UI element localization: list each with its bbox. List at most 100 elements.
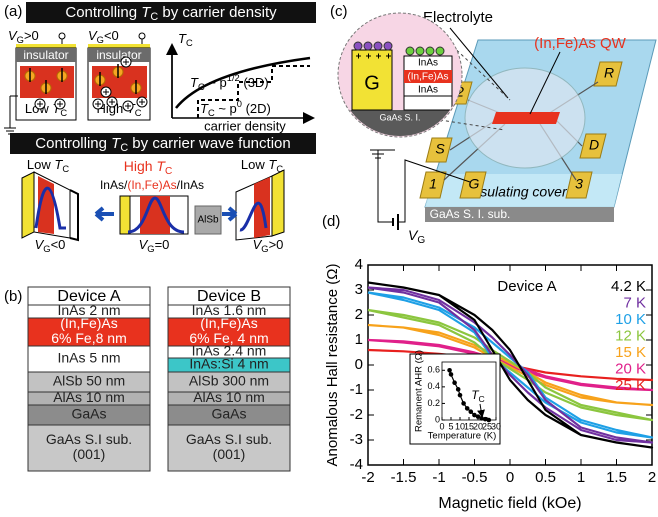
panel-label: (c) — [330, 3, 348, 20]
text-part: =0 — [155, 237, 170, 252]
text-part: C — [165, 166, 172, 177]
tc-label: Low TC — [241, 157, 283, 174]
point — [465, 406, 470, 411]
y-tick-label: 2 — [355, 306, 363, 323]
x-tick-label: 1 — [577, 469, 585, 486]
text-part: G — [43, 244, 50, 254]
text-part: ~ p — [215, 101, 237, 116]
axis-title: TC — [178, 31, 193, 48]
text-part: (2D) — [242, 101, 271, 116]
layer-label: InAs:Si 4 nm — [189, 356, 268, 372]
panel-b: (b) Device AInAs 2 nm(In,Fe)As6% Fe,8 nm… — [4, 287, 290, 471]
x-tick-label: -0.5 — [462, 469, 488, 486]
layer-label: GaAs — [71, 406, 106, 422]
text-part: (In,Fe)As — [127, 178, 176, 192]
text-part: Controlling — [35, 135, 111, 152]
x-tick-label: 0.5 — [535, 469, 556, 486]
panel-label: (a) — [4, 3, 22, 20]
layer-label: (In,Fe)As — [407, 72, 448, 83]
layer-label: (In,Fe)As — [60, 315, 118, 331]
y-tick-label: 0 — [435, 414, 440, 424]
layer-label: AlSb 50 nm — [53, 373, 125, 389]
text-part: Low — [27, 157, 54, 172]
gate-voltage: VG>0 — [8, 28, 39, 45]
point — [458, 393, 463, 398]
terminal — [59, 33, 65, 39]
substrate-label: GaAs S. I. — [379, 112, 420, 122]
layer-label: GaAs — [211, 406, 246, 422]
arrow — [222, 208, 236, 220]
y-tick-label: -2 — [350, 406, 363, 423]
text-part: G — [417, 235, 425, 246]
axis-title: carrier density — [204, 118, 286, 133]
x-tick-label: -2 — [361, 469, 374, 486]
point — [456, 387, 461, 392]
law-2d: TC ~ p0 (2D) — [200, 99, 271, 118]
legend-label: 4.2 K — [611, 278, 646, 295]
text-part: Low — [241, 157, 268, 172]
ion — [354, 42, 362, 50]
layer-label: AlAs 10 nm — [193, 389, 265, 405]
text-part: G — [147, 244, 154, 254]
y-tick-label: 0 — [355, 356, 363, 373]
text-part: G — [97, 35, 104, 45]
point — [452, 380, 457, 385]
text-part: /InAs — [177, 178, 204, 192]
text-part: G — [261, 244, 268, 254]
qw-label: (In,Fe)As QW — [534, 35, 627, 52]
ion — [406, 47, 414, 55]
layer-label: (001) — [73, 446, 106, 462]
layer-label: 6% Fe,8 nm — [51, 330, 126, 346]
y-axis-title: Anomalous Hall resistance (Ω) — [324, 264, 341, 467]
text-part: 1/2 — [227, 73, 240, 83]
y-tick-label: 0.6 — [427, 365, 440, 375]
insulator-label: insulator — [96, 48, 141, 62]
panel-label: (b) — [4, 288, 22, 305]
x-tick-label: -1.5 — [391, 469, 417, 486]
point — [469, 409, 474, 414]
text-part: <0 — [104, 28, 119, 43]
pad-label: G — [469, 176, 480, 192]
ion — [426, 47, 434, 55]
text-part: by carrier density — [158, 4, 277, 21]
stack-label: InAs/(In,Fe)As/InAs — [100, 178, 204, 192]
y-tick-label: 3 — [355, 281, 363, 298]
pad-label: 1 — [429, 176, 437, 192]
annotation: Device A — [497, 278, 556, 295]
text-part: C — [60, 108, 67, 118]
legend-label: 12 K — [615, 327, 646, 344]
ion — [436, 47, 444, 55]
text-part: C — [150, 11, 158, 23]
point — [449, 372, 454, 377]
text-part: C — [135, 108, 142, 118]
point — [447, 368, 452, 373]
text-part: C — [479, 394, 485, 404]
battery — [393, 214, 398, 230]
text-part: High — [124, 158, 157, 174]
hall-bar — [492, 112, 560, 124]
legend-label: 7 K — [623, 294, 646, 311]
layer-label: GaAs S.I sub. — [46, 431, 132, 447]
alsb-label: AlSb — [197, 215, 219, 226]
x-tick-label: -1 — [432, 469, 445, 486]
x-tick-label: 1.5 — [606, 469, 627, 486]
banner-title: Controlling TC by carrier density — [65, 4, 277, 23]
layer-label: InAs — [418, 58, 438, 69]
ion — [364, 42, 372, 50]
point — [461, 401, 466, 406]
text-part: >0 — [24, 28, 39, 43]
x-tick-label: 0 — [506, 469, 514, 486]
gate-voltage: VG<0 — [88, 28, 119, 45]
x-axis-title: Temperature (K) — [428, 431, 497, 442]
pad-label: S — [435, 141, 445, 157]
legend-label: 25 K — [615, 377, 646, 394]
layer-label: InAs — [418, 85, 438, 96]
text-part: >0 — [269, 237, 284, 252]
pad-label: R — [604, 65, 614, 81]
text-part: Controlling — [65, 4, 141, 21]
legend-label: 20 K — [615, 360, 646, 377]
point — [487, 418, 492, 423]
y-tick-label: 0.2 — [427, 398, 440, 408]
panel-a: (a) Controlling TC by carrier density VG… — [4, 2, 316, 254]
